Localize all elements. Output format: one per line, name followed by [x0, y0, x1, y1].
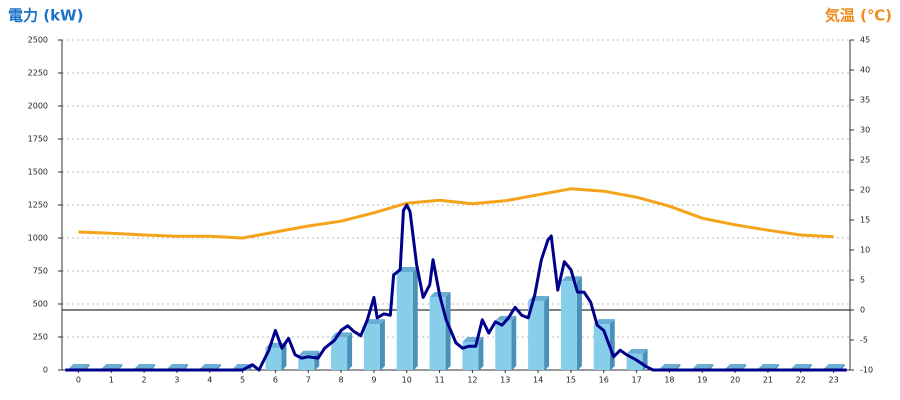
bar-side [347, 332, 353, 371]
bar-front [265, 347, 282, 370]
bar-top [134, 364, 156, 369]
bar-top [363, 319, 385, 325]
bar [331, 332, 353, 371]
y-tick-label: 0 [43, 366, 48, 375]
bar-top [692, 364, 714, 369]
bar-top [298, 350, 320, 356]
bar [495, 315, 517, 371]
y2-tick-label: -10 [860, 366, 873, 375]
y2-tick-label: 15 [860, 216, 870, 225]
y2-tick-label: 40 [860, 66, 870, 75]
bar-front [593, 324, 610, 370]
y-axis-title: 電力 (kW) [8, 7, 83, 25]
x-tick-label: 20 [730, 376, 740, 385]
bar [396, 266, 418, 371]
bar-side [511, 315, 517, 371]
bar-top [560, 276, 582, 282]
bar-front [396, 271, 413, 370]
y-tick-label: 750 [33, 267, 48, 276]
x-tick-label: 5 [240, 376, 245, 385]
bar-front [495, 320, 512, 370]
bar-side [379, 319, 385, 371]
x-tick-label: 9 [371, 376, 376, 385]
y2-axis-title: 気温 (℃) [825, 7, 892, 25]
bar-side [445, 292, 451, 371]
x-tick-label: 13 [500, 376, 510, 385]
x-tick-label: 11 [434, 376, 444, 385]
y2-tick-label: 0 [860, 306, 865, 315]
bar-side [576, 276, 582, 371]
temperature-line [78, 187, 834, 240]
bar-top [495, 315, 517, 321]
y-tick-label: 1500 [28, 168, 48, 177]
x-tick-label: 14 [533, 376, 543, 385]
bar [298, 350, 320, 371]
bar-top [593, 319, 615, 325]
bar-top [166, 364, 188, 369]
bar-front [331, 337, 348, 370]
x-tick-label: 4 [207, 376, 212, 385]
bar [462, 336, 484, 371]
bar-side [412, 266, 418, 371]
bar [560, 276, 582, 371]
bar-top [659, 364, 681, 369]
x-tick-label: 6 [273, 376, 278, 385]
x-tick-label: 10 [402, 376, 412, 385]
x-tick-label: 7 [306, 376, 311, 385]
bar [429, 292, 451, 371]
x-tick-label: 15 [566, 376, 576, 385]
y-tick-label: 2250 [28, 69, 48, 78]
y2-tick-label: -5 [860, 336, 868, 345]
x-tick-label: 0 [76, 376, 81, 385]
bar-front [363, 324, 380, 370]
y-tick-label: 2000 [28, 102, 48, 111]
bar-top [68, 364, 90, 369]
bar-top [101, 364, 123, 369]
y-tick-label: 1750 [28, 135, 48, 144]
y2-tick-label: 20 [860, 186, 870, 195]
x-tick-label: 1 [109, 376, 114, 385]
y2-tick-label: 5 [860, 276, 865, 285]
y2-tick-label: 35 [860, 96, 870, 105]
y-tick-label: 500 [33, 300, 48, 309]
bar-front [528, 301, 545, 370]
bar-top [396, 266, 418, 272]
x-tick-label: 2 [142, 376, 147, 385]
bar-top [626, 348, 648, 354]
y2-tick-label: 25 [860, 156, 870, 165]
x-tick-label: 21 [763, 376, 773, 385]
x-tick-label: 19 [697, 376, 707, 385]
bar-top [823, 364, 845, 369]
y2-tick-label: 30 [860, 126, 870, 135]
bar [528, 296, 550, 371]
y-tick-label: 250 [33, 333, 48, 342]
bar-top [725, 364, 747, 369]
bar-front [429, 297, 446, 370]
y-tick-label: 2500 [28, 36, 48, 45]
y2-tick-label: 45 [860, 36, 870, 45]
x-tick-label: 23 [828, 376, 838, 385]
y2-tick-label: 10 [860, 246, 870, 255]
x-tick-label: 8 [339, 376, 344, 385]
x-tick-label: 3 [174, 376, 179, 385]
bar-front [560, 281, 577, 370]
bar-top [790, 364, 812, 369]
bar-front [462, 341, 479, 370]
bar-side [281, 342, 287, 371]
x-tick-label: 16 [599, 376, 609, 385]
bar [363, 319, 385, 371]
bar-top [757, 364, 779, 369]
y-tick-label: 1000 [28, 234, 48, 243]
bar-side [544, 296, 550, 371]
bar [593, 319, 615, 371]
x-tick-label: 17 [631, 376, 641, 385]
bar-top [199, 364, 221, 369]
bar-side [478, 336, 484, 371]
y-tick-label: 1250 [28, 201, 48, 210]
power-line [65, 203, 847, 372]
x-tick-label: 12 [467, 376, 477, 385]
x-tick-label: 18 [664, 376, 674, 385]
x-tick-label: 22 [796, 376, 806, 385]
